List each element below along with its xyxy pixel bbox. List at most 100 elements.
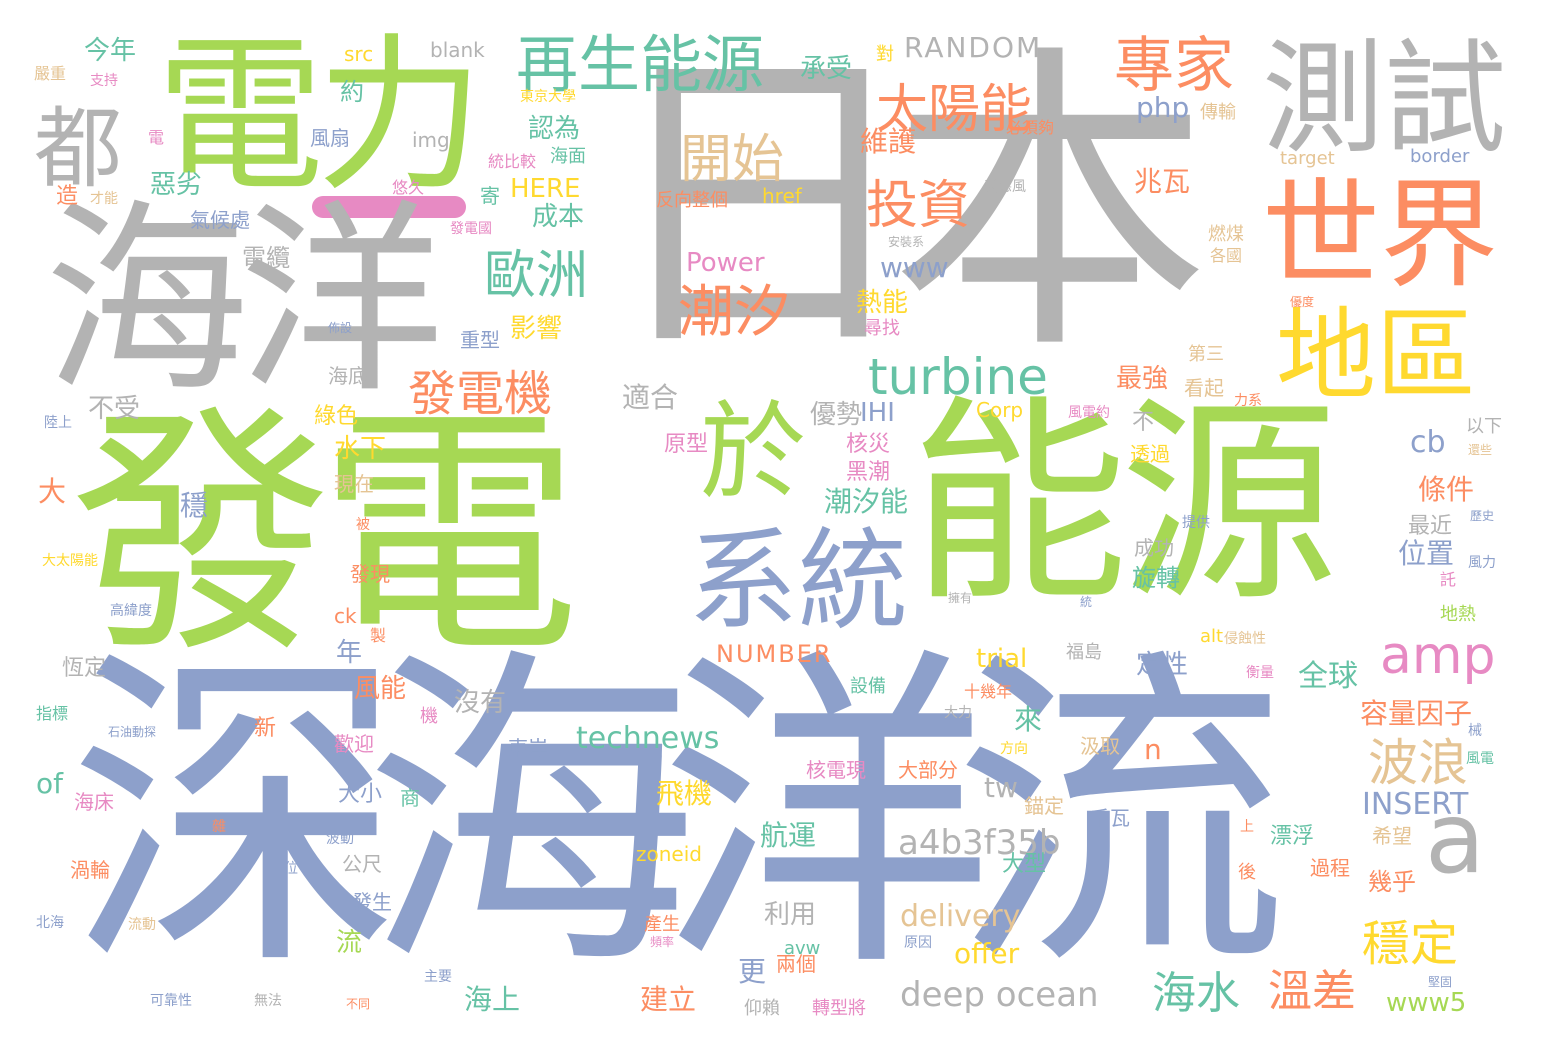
word: 歐洲 bbox=[484, 246, 589, 306]
word: 東岸 bbox=[508, 736, 548, 760]
word: 再生能源 bbox=[516, 28, 765, 101]
word: 第三 bbox=[1188, 344, 1224, 365]
word: 不受 bbox=[88, 394, 141, 424]
word: IHI bbox=[860, 398, 895, 428]
word: 大 bbox=[38, 475, 67, 508]
word: zoneid bbox=[636, 842, 702, 866]
word: delivery bbox=[900, 899, 1021, 934]
word: 統 bbox=[1080, 595, 1093, 609]
word: 不同 bbox=[346, 997, 371, 1011]
word: a4b3f35b bbox=[898, 823, 1061, 863]
word: 公尺 bbox=[342, 852, 382, 876]
word: www bbox=[880, 251, 949, 284]
word: 全球 bbox=[1298, 659, 1358, 694]
word: 以下 bbox=[1466, 416, 1502, 437]
word: 福島 bbox=[1066, 642, 1102, 663]
word: 電 bbox=[148, 128, 165, 147]
word: 世界 bbox=[1262, 166, 1499, 304]
word: 大型 bbox=[1002, 852, 1047, 877]
word: 最強 bbox=[1116, 364, 1169, 394]
word: 漂浮 bbox=[1270, 824, 1315, 849]
word: 才能 bbox=[90, 191, 118, 207]
word: 沒有 bbox=[454, 688, 507, 718]
word: 流 bbox=[336, 928, 363, 958]
word: 海床 bbox=[74, 790, 114, 814]
word: 頻率 bbox=[650, 935, 675, 949]
word: 發電機 bbox=[408, 366, 553, 422]
word: 穩 bbox=[180, 489, 209, 522]
word: 成功 bbox=[1134, 536, 1174, 560]
word: 幾乎 bbox=[1368, 868, 1416, 896]
word: 風能 bbox=[354, 674, 407, 704]
word: 後 bbox=[1238, 862, 1256, 883]
word: 造 bbox=[56, 184, 79, 209]
word: NUMBER bbox=[716, 640, 833, 668]
word: 風扇 bbox=[310, 126, 350, 150]
word: Corp bbox=[976, 398, 1024, 422]
word: 千瓦 bbox=[1090, 806, 1130, 830]
word: 電力 bbox=[156, 18, 484, 214]
word: 仰賴 bbox=[744, 998, 780, 1019]
word: 石油動探 bbox=[108, 725, 157, 739]
word: Power bbox=[686, 248, 765, 278]
word: technews bbox=[576, 721, 720, 756]
word: 堅固 bbox=[1428, 975, 1453, 989]
word: 機 bbox=[420, 706, 438, 727]
word: 水下 bbox=[334, 434, 387, 464]
word: 成本 bbox=[532, 202, 585, 232]
word: deep ocean bbox=[900, 975, 1099, 1015]
word: 原型 bbox=[664, 432, 709, 457]
word: alt bbox=[1200, 626, 1224, 647]
word: php bbox=[1136, 91, 1190, 124]
word: 海上 bbox=[464, 983, 521, 1016]
word: 上 bbox=[1240, 819, 1254, 835]
word: 今年 bbox=[84, 36, 137, 66]
word: 綠色 bbox=[314, 404, 359, 429]
word: 受惡風 bbox=[984, 179, 1026, 195]
word: 風電約 bbox=[1068, 405, 1110, 421]
word: 且位 bbox=[270, 861, 298, 877]
word: 希望 bbox=[1372, 824, 1412, 848]
word: 北海 bbox=[36, 915, 64, 931]
word: 必須夠 bbox=[1006, 118, 1055, 137]
word: 燃煤 bbox=[1208, 224, 1244, 245]
word: 年 bbox=[336, 638, 363, 668]
word: 嚴重 bbox=[34, 64, 67, 83]
word: 寄 bbox=[480, 184, 500, 208]
word: n bbox=[1144, 733, 1162, 766]
word: 核災 bbox=[846, 432, 891, 457]
word: 恆定 bbox=[62, 656, 107, 681]
word: 不 bbox=[1132, 410, 1155, 435]
word: 高緯度 bbox=[110, 603, 152, 619]
word: 約 bbox=[340, 78, 364, 106]
word: 更 bbox=[738, 955, 767, 988]
word: 悠久 bbox=[392, 178, 425, 197]
word: 擁有 bbox=[948, 591, 973, 605]
word: 大部分 bbox=[898, 758, 958, 782]
word: 氣候處 bbox=[190, 208, 250, 232]
word: 容量因子 bbox=[1360, 697, 1473, 730]
word: 發電國 bbox=[450, 221, 492, 237]
word: 轉型將 bbox=[812, 998, 866, 1019]
word: 製 bbox=[370, 626, 387, 645]
word: 地熱 bbox=[1440, 604, 1476, 625]
word: 熱能 bbox=[856, 288, 909, 318]
word: 衡量 bbox=[1246, 665, 1274, 681]
word: 安裝系 bbox=[888, 235, 925, 249]
word: 海洋 bbox=[44, 183, 444, 421]
word: INSERT bbox=[1362, 787, 1469, 822]
word: 歡迎 bbox=[334, 732, 374, 756]
word: ck bbox=[334, 604, 357, 628]
word: 發現 bbox=[350, 562, 390, 586]
word: 現在 bbox=[334, 472, 374, 496]
word: 來 bbox=[1014, 703, 1043, 736]
word: 地區 bbox=[1276, 297, 1476, 414]
word: 產生 bbox=[644, 914, 680, 935]
word: 佈設 bbox=[328, 321, 353, 335]
word: 支持 bbox=[90, 73, 118, 89]
word: 測試 bbox=[1262, 28, 1506, 170]
word: 惡劣 bbox=[150, 170, 203, 200]
word: 錨定 bbox=[1024, 794, 1064, 818]
word: 海底 bbox=[328, 364, 368, 388]
word: 尋找 bbox=[864, 318, 900, 339]
